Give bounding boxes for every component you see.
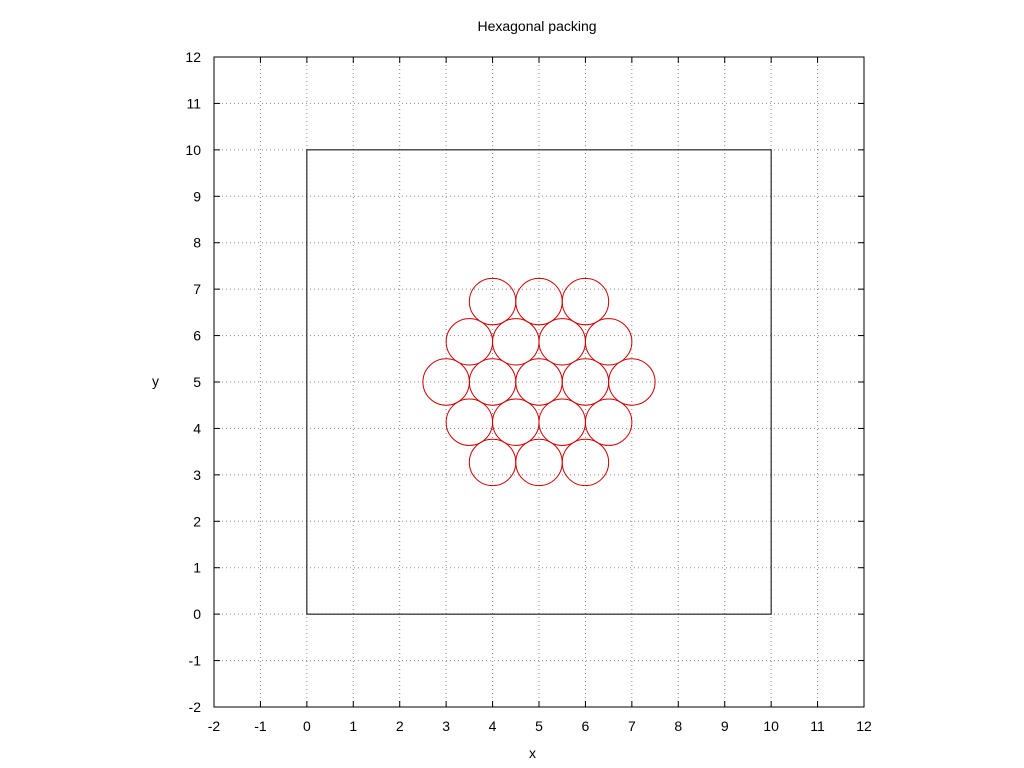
- y-tick-label: 9: [193, 188, 201, 204]
- packing-circle: [584, 318, 633, 366]
- packing-circle: [538, 318, 586, 366]
- y-tick-label: 11: [186, 95, 201, 111]
- x-tick-label: 3: [442, 718, 450, 734]
- x-tick-label: 11: [810, 718, 825, 734]
- chart-title: Hexagonal packing: [477, 18, 597, 34]
- packing-circle: [561, 277, 610, 326]
- x-tick-label: 12: [856, 718, 872, 734]
- packing-circle: [445, 398, 494, 446]
- y-tick-label: 10: [185, 142, 201, 158]
- packing-circle: [445, 318, 494, 366]
- x-tick-label: -1: [254, 718, 267, 734]
- x-tick-label: -2: [208, 718, 221, 734]
- y-tick-label: 1: [193, 560, 201, 576]
- y-tick-label: 2: [193, 513, 201, 529]
- boundary-square: [306, 149, 772, 615]
- packing-circle: [492, 398, 540, 446]
- x-tick-label: 8: [674, 718, 682, 734]
- y-tick-label: 7: [193, 281, 201, 297]
- packing-circle: [584, 398, 633, 446]
- y-tick-label: -2: [189, 699, 202, 715]
- y-tick-label: 8: [193, 235, 201, 251]
- y-tick-label: 4: [193, 420, 201, 436]
- packing-circle: [538, 398, 586, 446]
- y-axis-label: y: [152, 373, 159, 389]
- x-tick-label: 1: [349, 718, 357, 734]
- grid-layer: [214, 57, 864, 707]
- y-tick-label: 12: [185, 49, 201, 65]
- x-tick-label: 2: [396, 718, 404, 734]
- x-tick-label: 4: [489, 718, 497, 734]
- y-tick-label: 5: [193, 374, 201, 390]
- y-tick-label: 0: [193, 606, 201, 622]
- packing-circle: [608, 358, 656, 406]
- x-tick-label: 9: [721, 718, 729, 734]
- y-tick-label: 6: [193, 328, 201, 344]
- x-tick-label: 5: [535, 718, 543, 734]
- packing-circle: [515, 438, 563, 487]
- packing-circle: [561, 438, 610, 487]
- x-tick-label: 10: [763, 718, 779, 734]
- y-tick-label: -1: [189, 653, 202, 669]
- packing-circle: [468, 438, 517, 487]
- x-tick-label: 7: [628, 718, 636, 734]
- packing-circle: [492, 318, 540, 366]
- x-tick-label: 0: [303, 718, 311, 734]
- y-tick-label: 3: [193, 467, 201, 483]
- x-axis-label: x: [529, 745, 536, 761]
- circle-layer: [422, 277, 656, 487]
- x-tick-label: 6: [582, 718, 590, 734]
